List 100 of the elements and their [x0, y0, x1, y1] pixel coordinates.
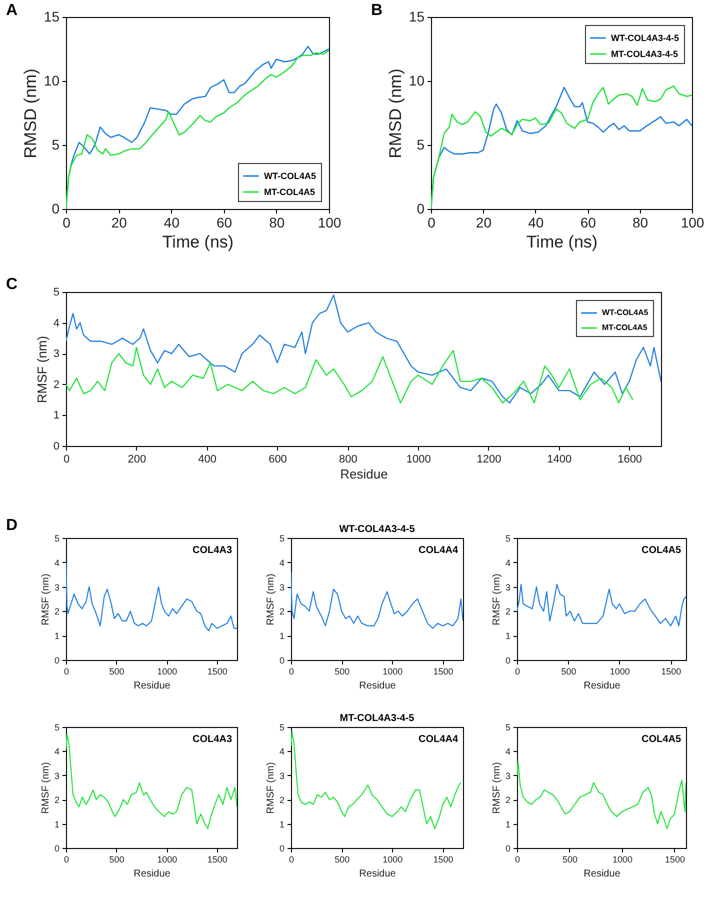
text: COL4A3 — [192, 734, 232, 745]
y-tick-label: 3 — [279, 770, 284, 781]
x-tick-label: 0 — [288, 854, 294, 864]
text: A — [6, 2, 18, 19]
y-tick-label: 5 — [416, 136, 425, 152]
y-axis-title: RMSF (nm) — [34, 336, 50, 404]
y-tick-label: 3 — [279, 582, 284, 592]
x-tick-label: 20 — [111, 214, 128, 230]
x-tick-label: 1000 — [382, 666, 403, 676]
x-tick-label: 1600 — [618, 454, 642, 466]
y-tick-label: 3 — [505, 582, 510, 592]
legend-label: MT-COL4A5 — [602, 323, 648, 332]
x-tick-label: 1200 — [476, 454, 502, 466]
y-tick-label: 1 — [505, 819, 510, 830]
y-tick-label: 0 — [505, 656, 510, 666]
y-tick-label: 4 — [505, 558, 510, 568]
y-tick-label: 4 — [505, 746, 510, 757]
x-tick-label: 1500 — [433, 854, 454, 864]
y-tick-label: 4 — [53, 317, 60, 330]
text: C — [6, 276, 18, 293]
x-tick-label: 400 — [198, 454, 217, 466]
text: COL4A5 — [642, 734, 682, 745]
y-tick-label: 0 — [505, 844, 510, 854]
line-series — [291, 731, 462, 830]
y-axis-title: RMSF (nm) — [40, 762, 52, 814]
line-series — [66, 294, 661, 404]
text: D — [6, 517, 18, 534]
y-axis-title: RMSF (nm) — [265, 574, 276, 626]
y-tick-label: 5 — [279, 534, 284, 544]
y-tick-label: 2 — [279, 795, 284, 806]
y-tick-label: 3 — [54, 582, 60, 592]
y-tick-label: 2 — [505, 795, 510, 806]
x-tick-label: 1000 — [406, 454, 431, 466]
x-tick-label: 1000 — [382, 854, 403, 864]
y-axis-title: RMSD (nm) — [20, 68, 40, 158]
x-tick-label: 0 — [428, 214, 436, 230]
y-tick-label: 0 — [416, 200, 425, 216]
y-tick-label: 5 — [279, 722, 284, 732]
line-series — [66, 562, 237, 632]
x-tick-label: 600 — [268, 454, 287, 466]
legend-label: MT-COL4A5 — [264, 187, 316, 197]
y-tick-label: 1 — [54, 819, 60, 830]
y-tick-label: 4 — [54, 746, 60, 757]
text: COL4A4 — [418, 545, 458, 556]
chart-subtitle: MT-COL4A3-4-5 — [340, 713, 415, 724]
x-tick-label: 0 — [514, 666, 520, 676]
y-tick-label: 3 — [53, 348, 60, 360]
legend-label: MT-COL4A3-4-5 — [611, 49, 678, 59]
x-tick-label: 1000 — [610, 666, 630, 676]
y-tick-label: 2 — [279, 606, 284, 617]
x-tick-label: 20 — [476, 214, 492, 230]
legend-label: WT-COL4A5 — [264, 171, 316, 181]
x-tick-label: 500 — [334, 854, 350, 864]
x-tick-label: 500 — [562, 854, 578, 864]
y-tick-label: 0 — [54, 656, 60, 666]
y-tick-label: 3 — [505, 770, 510, 781]
x-axis-title: Residue — [340, 466, 388, 482]
legend-label: WT-COL4A3-4-5 — [611, 33, 680, 43]
x-tick-label: 40 — [528, 214, 544, 230]
x-tick-label: 60 — [216, 214, 232, 230]
y-tick-label: 0 — [279, 844, 284, 854]
text: COL4A4 — [418, 734, 458, 745]
x-tick-label: 500 — [561, 666, 576, 676]
x-axis-title: Time (ns) — [162, 232, 234, 252]
text: COL4A3 — [192, 545, 232, 556]
y-tick-label: 15 — [44, 8, 60, 24]
x-tick-label: 500 — [334, 666, 350, 676]
x-tick-label: 500 — [109, 666, 124, 676]
x-axis-title: Residue — [584, 868, 621, 880]
legend-label: WT-COL4A5 — [602, 308, 649, 317]
y-tick-label: 5 — [52, 136, 60, 152]
x-tick-label: 100 — [318, 214, 342, 230]
x-tick-label: 0 — [514, 854, 520, 864]
line-series — [66, 734, 237, 830]
x-tick-label: 500 — [109, 854, 124, 864]
y-tick-label: 2 — [505, 606, 510, 617]
x-tick-label: 1000 — [157, 666, 178, 676]
y-tick-label: 0 — [279, 656, 284, 666]
x-tick-label: 200 — [128, 454, 146, 466]
x-tick-label: 1500 — [664, 854, 685, 864]
x-tick-label: 60 — [580, 214, 596, 230]
y-tick-label: 5 — [54, 534, 60, 544]
text: B — [371, 2, 383, 19]
x-tick-label: 0 — [64, 666, 70, 676]
line-series — [517, 760, 686, 830]
x-tick-label: 0 — [64, 854, 70, 864]
x-axis-title: Residue — [359, 868, 396, 880]
y-tick-label: 4 — [279, 746, 284, 757]
x-axis-title: Residue — [584, 680, 621, 692]
x-tick-label: 40 — [164, 214, 180, 230]
y-axis-title: RMSF (nm) — [491, 762, 502, 814]
y-axis-title: RMSD (nm) — [386, 68, 405, 158]
x-tick-label: 1500 — [207, 666, 228, 676]
x-tick-label: 1000 — [157, 854, 178, 864]
line-series — [517, 584, 686, 626]
y-tick-label: 4 — [279, 558, 284, 568]
y-tick-label: 15 — [408, 8, 425, 24]
x-axis-title: Residue — [134, 868, 171, 880]
y-tick-label: 0 — [52, 200, 60, 216]
x-tick-label: 0 — [288, 666, 294, 676]
